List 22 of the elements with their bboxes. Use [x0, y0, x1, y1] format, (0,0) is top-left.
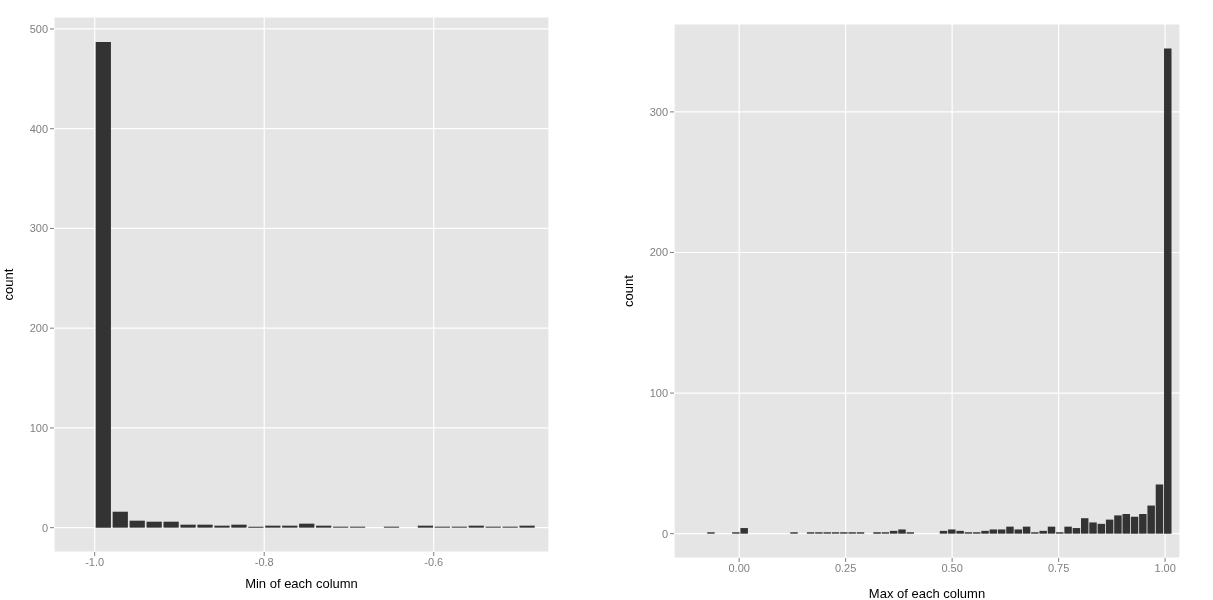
y-tick-label: 100 [29, 421, 48, 434]
x-axis-title: Max of each column [868, 586, 986, 600]
y-tick-label: 0 [41, 521, 48, 534]
x-tick-label: 0.50 [941, 561, 963, 574]
x-tick-label: 0.25 [834, 561, 857, 574]
x-tick-label: 0.75 [1047, 561, 1070, 574]
y-tick-label: 200 [649, 246, 668, 259]
x-tick-label: 1.00 [1154, 561, 1176, 574]
y-tick-label: 300 [29, 222, 48, 235]
y-tick-label: 200 [29, 322, 48, 335]
y-tick-label: 0 [661, 527, 668, 540]
y-tick-label: 300 [649, 105, 668, 118]
x-tick-label: -0.6 [424, 555, 444, 568]
x-tick-label: -1.0 [85, 555, 105, 568]
y-tick-label: 100 [649, 386, 668, 399]
x-tick-label: -0.8 [254, 555, 274, 568]
y-axis-title: count [0, 268, 16, 301]
y-axis-title: count [620, 274, 636, 307]
y-tick-label: 500 [29, 22, 48, 35]
y-tick-label: 400 [29, 122, 48, 135]
x-axis-title: Min of each column [245, 576, 358, 591]
x-tick-label: 0.00 [728, 561, 750, 574]
